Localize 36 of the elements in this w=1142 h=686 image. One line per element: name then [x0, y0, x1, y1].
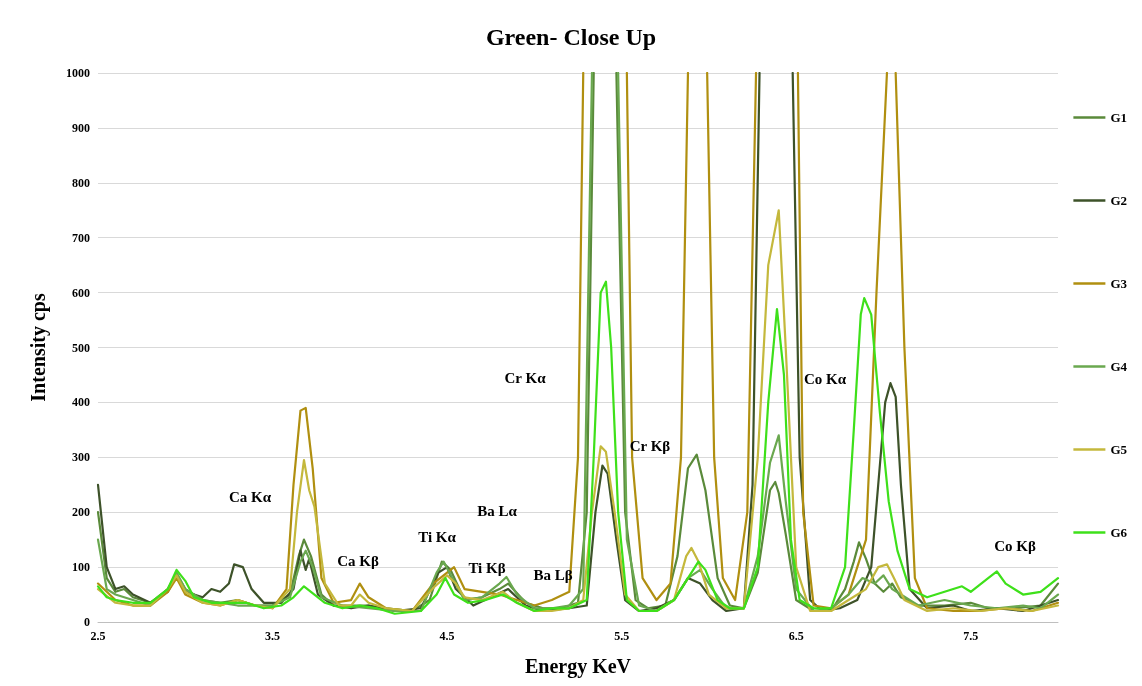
annotation: Ba Lα: [477, 503, 518, 519]
y-tick-label: 1000: [66, 66, 90, 80]
legend-label: G4: [1110, 359, 1128, 374]
y-tick-label: 0: [84, 615, 90, 629]
x-tick-label: 3.5: [265, 629, 281, 643]
x-tick-label: 2.5: [90, 629, 106, 643]
line-series: [96, 209, 1060, 613]
y-tick-label: 500: [72, 340, 90, 355]
x-axis-title: Energy KeV: [524, 655, 632, 678]
y-tick-label: 900: [72, 120, 90, 135]
y-tick-label: 200: [72, 505, 90, 520]
legend-label: G2: [1110, 193, 1128, 208]
annotation: Ti Kβ: [468, 560, 506, 576]
y-axis-title: Intensity cps: [27, 293, 50, 402]
x-tick-label: 6.5: [788, 629, 804, 643]
line-series: [96, 280, 1060, 615]
annotation: Cr Kα: [504, 370, 547, 386]
chart-title: Green- Close Up: [485, 24, 657, 50]
legend-label: G5: [1110, 442, 1128, 457]
x-tick-label: 5.5: [614, 629, 630, 643]
legend-label: G6: [1110, 525, 1128, 540]
y-tick-label: 100: [72, 560, 90, 575]
legend-label: G1: [1110, 110, 1128, 125]
x-tick-label: 4.5: [439, 629, 455, 643]
annotation: Ca Kβ: [337, 553, 379, 569]
annotation: Ti Kα: [418, 529, 457, 545]
y-tick-label: 600: [72, 285, 90, 300]
y-tick-label: 400: [72, 395, 90, 410]
annotation: Co Kβ: [994, 538, 1036, 554]
y-tick-label: 700: [72, 230, 90, 245]
annotation: Ca Kα: [228, 489, 272, 505]
legend-label: G3: [1110, 276, 1128, 291]
x-tick-label: 7.5: [963, 629, 979, 643]
annotation: Co Kα: [803, 371, 847, 387]
y-tick-label: 300: [72, 450, 90, 465]
y-tick-label: 800: [72, 175, 90, 190]
